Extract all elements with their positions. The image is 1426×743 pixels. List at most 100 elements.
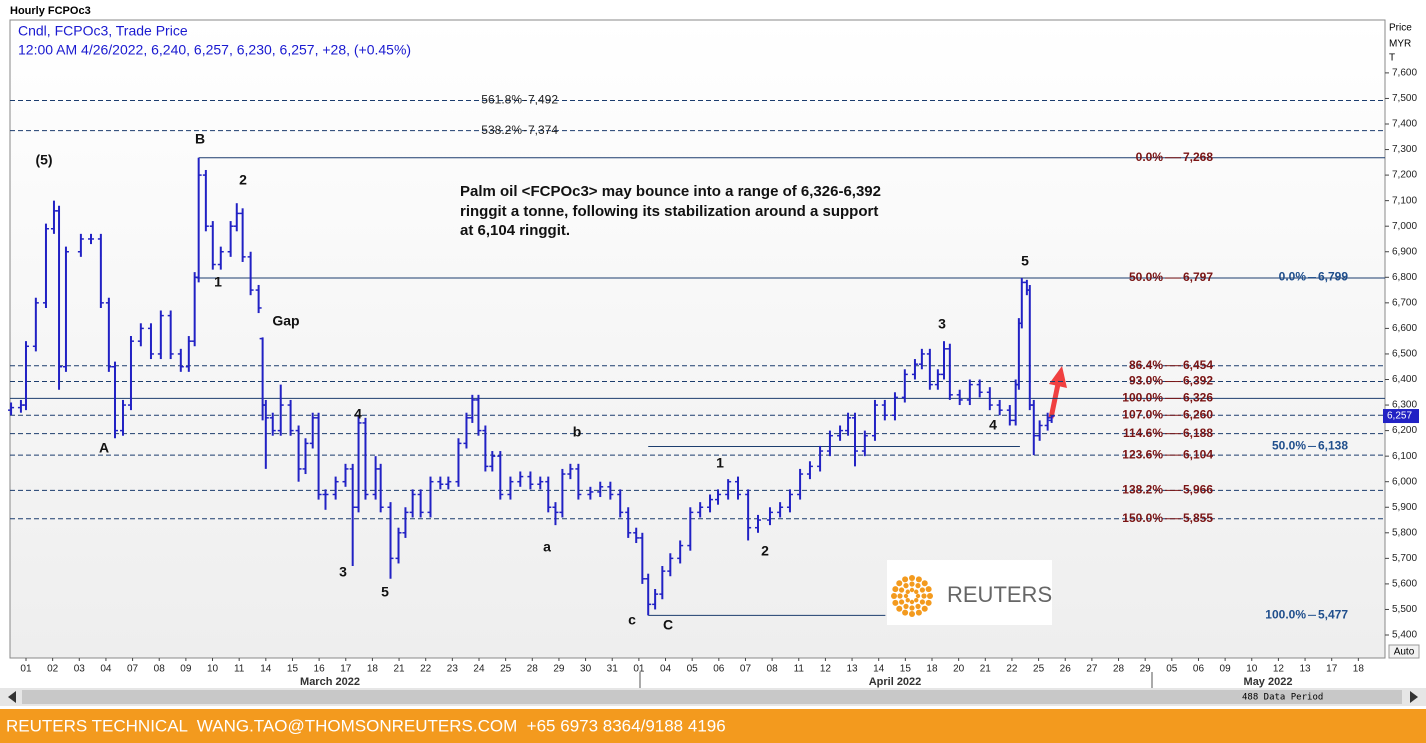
fib-ratio: 150.0% xyxy=(1122,511,1163,525)
x-tick-label: 24 xyxy=(473,664,485,675)
fib-price: 6,799 xyxy=(1318,270,1348,284)
y-tick-label: 6,100 xyxy=(1392,451,1417,462)
fib-price: 6,797 xyxy=(1183,270,1213,284)
wave-label: b xyxy=(573,424,582,440)
wave-label: 2 xyxy=(761,543,769,559)
fib-ratio: 86.4% xyxy=(1129,358,1163,372)
x-tick-label: 23 xyxy=(447,664,459,675)
fib-price: 6,392 xyxy=(1183,374,1213,388)
y-tick-label: 7,400 xyxy=(1392,119,1417,130)
x-tick-label: 14 xyxy=(873,664,885,675)
logo-dot xyxy=(909,587,915,593)
x-tick-label: 01 xyxy=(20,664,32,675)
chart-subtitle: Cndl, FCPOc3, Trade Price xyxy=(18,23,188,39)
logo-dot xyxy=(909,611,915,617)
axis-header: MYR xyxy=(1389,39,1411,50)
fib-price: 7,374 xyxy=(528,123,558,137)
scroll-thumb[interactable] xyxy=(22,690,1402,704)
x-tick-label: 29 xyxy=(1140,664,1152,675)
fib-ratio: 107.0% xyxy=(1122,407,1163,421)
logo-dot xyxy=(919,599,925,605)
fib-price: 7,268 xyxy=(1183,150,1213,164)
y-tick-label: 6,900 xyxy=(1392,246,1417,257)
x-tick-label: 17 xyxy=(340,664,352,675)
x-tick-label: 02 xyxy=(47,664,59,675)
wave-label: A xyxy=(99,440,109,456)
y-tick-label: 6,600 xyxy=(1392,323,1417,334)
y-tick-label: 5,600 xyxy=(1392,579,1417,590)
y-tick-label: 5,900 xyxy=(1392,502,1417,513)
x-tick-label: 11 xyxy=(234,664,245,675)
logo-icon xyxy=(891,575,933,617)
logo-dot xyxy=(909,599,915,605)
logo-dot xyxy=(892,599,899,606)
x-tick-label: 27 xyxy=(1086,664,1098,675)
last-price-label: 6,257 xyxy=(1387,411,1412,422)
y-tick-label: 6,500 xyxy=(1392,349,1417,360)
price-info: 12:00 AM 4/26/2022, 6,240, 6,257, 6,230,… xyxy=(18,42,411,58)
y-tick-label: 6,300 xyxy=(1392,400,1417,411)
fib-ratio: 93.0% xyxy=(1129,374,1163,388)
y-tick-label: 7,000 xyxy=(1392,221,1417,232)
logo-dot xyxy=(925,586,932,593)
wave-label: 4 xyxy=(989,417,997,433)
x-tick-label: 07 xyxy=(127,664,139,675)
y-tick-label: 5,800 xyxy=(1392,527,1417,538)
y-tick-label: 7,500 xyxy=(1392,93,1417,104)
x-tick-label: 15 xyxy=(287,664,299,675)
x-tick-label: 25 xyxy=(500,664,512,675)
logo-dot xyxy=(915,583,921,589)
x-tick-label: 22 xyxy=(1006,664,1018,675)
x-tick-label: 10 xyxy=(207,664,219,675)
y-tick-label: 6,800 xyxy=(1392,272,1417,283)
logo-dot xyxy=(915,609,922,616)
logo-dot xyxy=(915,593,921,599)
arrow xyxy=(1048,366,1067,419)
fib-ratio: 50.0% xyxy=(1272,439,1306,453)
chart-title: Hourly FCPOc3 xyxy=(10,5,91,17)
logo-dot xyxy=(925,599,932,606)
fib-price: 6,260 xyxy=(1183,407,1213,421)
wave-label: 5 xyxy=(1021,253,1029,269)
wave-label: 5 xyxy=(381,584,389,600)
x-tick-label: 03 xyxy=(74,664,86,675)
annotation: at 6,104 ringgit. xyxy=(460,222,570,239)
y-tick-label: 5,400 xyxy=(1392,630,1417,641)
scroll-left[interactable] xyxy=(8,691,16,703)
y-tick-label: 7,300 xyxy=(1392,144,1417,155)
x-tick-label: 28 xyxy=(1113,664,1125,675)
fib-ratio: 538.2% xyxy=(481,123,522,137)
month-label: May 2022 xyxy=(1244,676,1293,688)
y-tick-label: 6,200 xyxy=(1392,425,1417,436)
wave-label: C xyxy=(663,617,673,633)
x-tick-label: 21 xyxy=(393,664,405,675)
fib-price: 5,477 xyxy=(1318,608,1348,622)
logo-dot xyxy=(927,593,933,599)
scroll-right[interactable] xyxy=(1410,691,1418,703)
x-tick-label: 08 xyxy=(154,664,166,675)
auto-label[interactable]: Auto xyxy=(1394,647,1415,658)
logo-dot xyxy=(909,605,915,611)
wave-label: 1 xyxy=(214,274,222,290)
wave-label: B xyxy=(195,131,205,147)
fib-price: 5,966 xyxy=(1183,483,1213,497)
x-tick-label: 29 xyxy=(553,664,565,675)
x-tick-label: 30 xyxy=(580,664,592,675)
logo-dot xyxy=(914,589,919,594)
x-tick-label: 09 xyxy=(1220,664,1232,675)
wave-label: 2 xyxy=(239,172,247,188)
auto-button[interactable] xyxy=(1388,644,1420,659)
last-price-box xyxy=(1383,409,1419,424)
x-tick-label: 16 xyxy=(314,664,326,675)
logo-dot xyxy=(909,581,915,587)
footer-bar xyxy=(0,709,1426,743)
x-tick-label: 18 xyxy=(1353,664,1365,675)
fib-price: 6,188 xyxy=(1183,426,1213,440)
footer-text: REUTERS TECHNICAL WANG.TAO@THOMSONREUTER… xyxy=(6,716,726,735)
wave-label: (5) xyxy=(35,152,52,168)
logo-dot xyxy=(892,586,899,593)
y-tick-label: 6,000 xyxy=(1392,476,1417,487)
fib-price: 6,104 xyxy=(1183,447,1213,461)
y-tick-label: 7,200 xyxy=(1392,170,1417,181)
logo-dot xyxy=(921,593,927,599)
